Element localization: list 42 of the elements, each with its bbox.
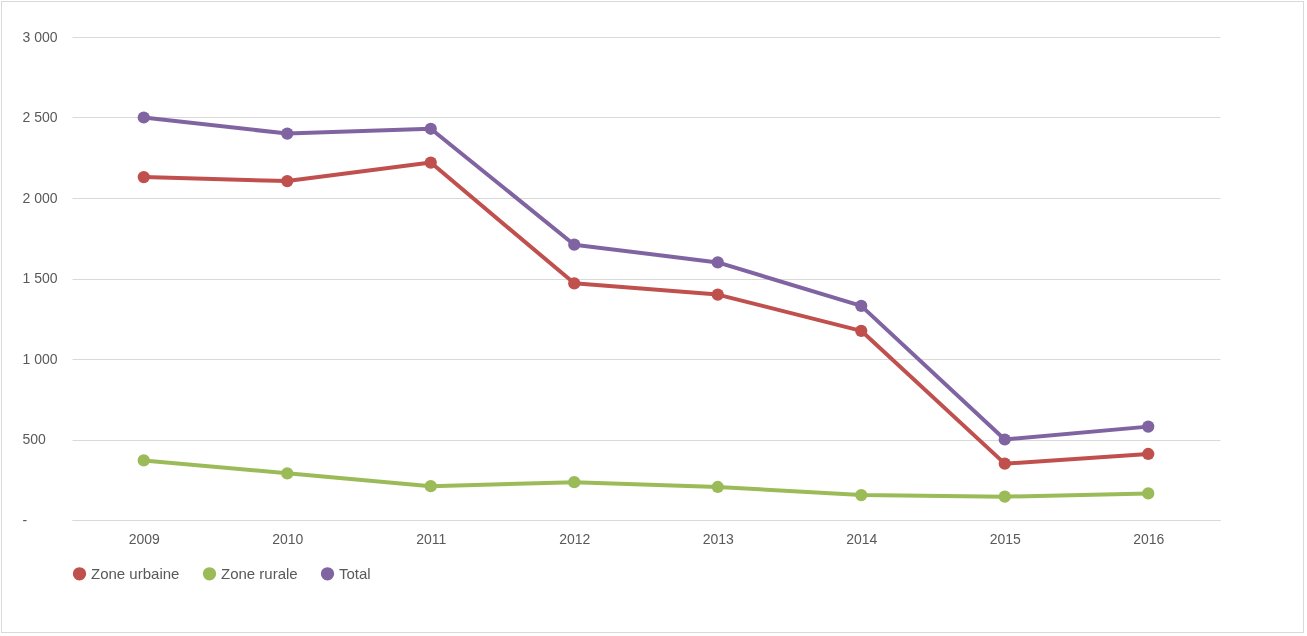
y-tick-label: 1 000: [22, 350, 58, 367]
point: [281, 467, 294, 480]
y-tick-label: -: [22, 511, 28, 528]
legend-label: Total: [339, 564, 371, 582]
point: [855, 324, 868, 337]
point: [855, 488, 868, 502]
x-tick-label: 2016: [1133, 530, 1165, 547]
point: [568, 277, 581, 290]
x-tick-label: 2012: [559, 530, 591, 547]
x-tick-label: 2009: [128, 530, 161, 547]
x-tick-label: 2014: [846, 530, 878, 547]
point: [281, 174, 294, 188]
point: [568, 476, 581, 489]
point: [137, 170, 150, 184]
point: [998, 433, 1011, 446]
point: [1142, 420, 1155, 433]
point: [998, 490, 1011, 503]
x-tick-label: 2013: [702, 530, 735, 547]
y-tick-label: 500: [22, 431, 47, 447]
point: [711, 480, 724, 494]
point: [1142, 487, 1155, 500]
point: [711, 288, 724, 301]
point: [424, 480, 437, 493]
point: [281, 127, 294, 140]
y-tick-label: 2 000: [22, 189, 58, 206]
y-tick-label: 1 500: [22, 270, 58, 286]
legend-label: Zone urbaine: [91, 564, 180, 582]
point: [137, 454, 150, 467]
point: [998, 457, 1011, 470]
point: [424, 156, 437, 169]
y-tick-label: 2 500: [22, 109, 58, 125]
x-tick-label: 2015: [989, 530, 1022, 547]
point: [137, 111, 150, 124]
point: [1142, 447, 1155, 461]
y-tick-label: 3 000: [22, 28, 58, 45]
point: [711, 256, 724, 269]
point: [424, 122, 437, 135]
point: [855, 299, 868, 312]
point: [568, 238, 581, 251]
x-tick-label: 2011: [416, 530, 447, 547]
legend-label: Zone rurale: [221, 564, 298, 582]
x-tick-label: 2010: [272, 530, 304, 547]
